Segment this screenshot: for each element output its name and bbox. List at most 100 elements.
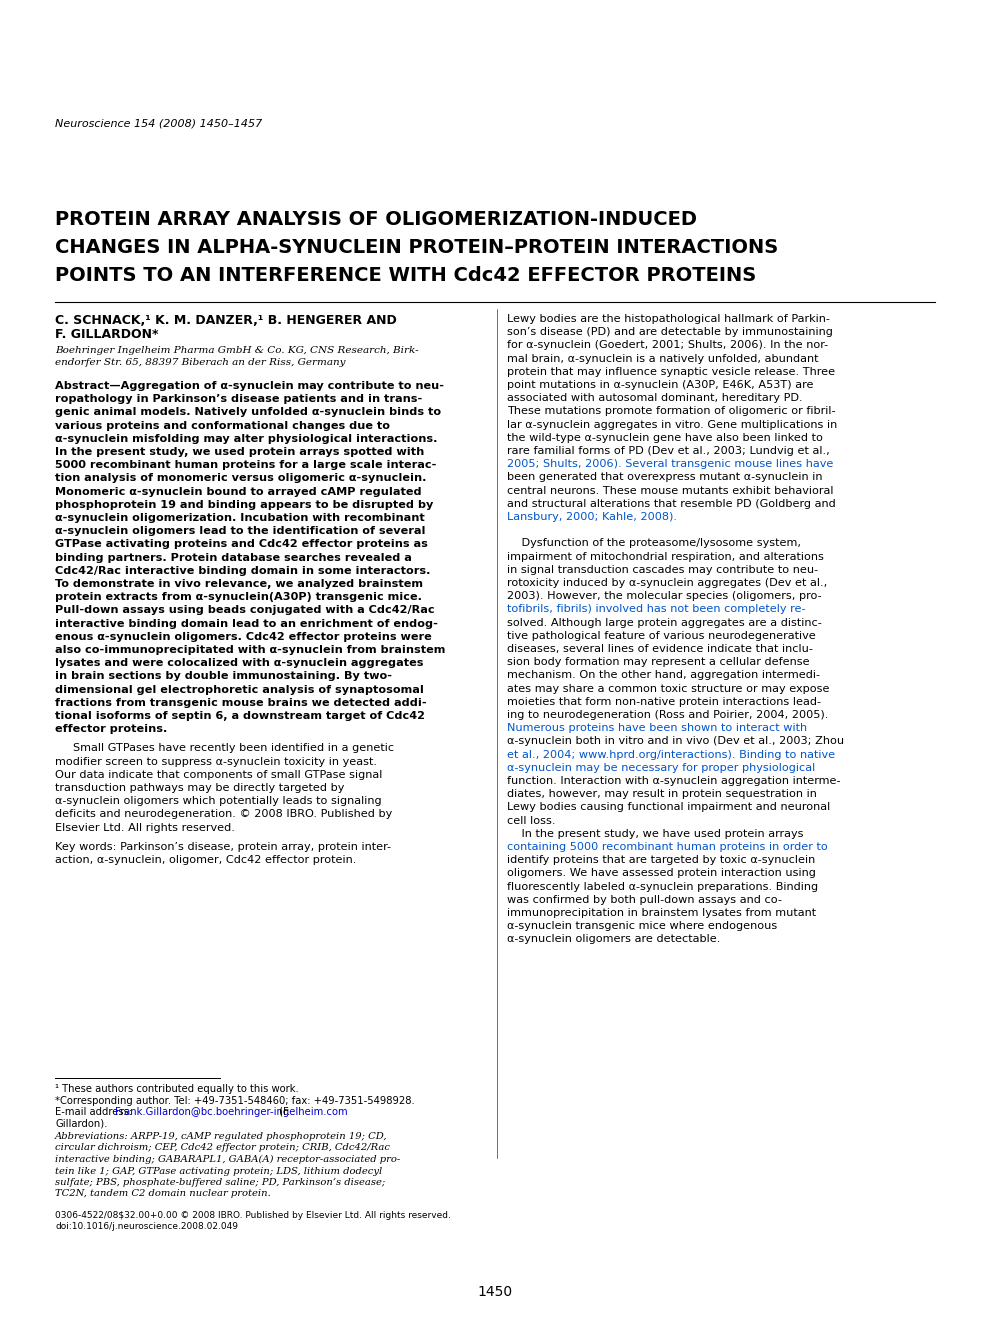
Text: tional isoforms of septin 6, a downstream target of Cdc42: tional isoforms of septin 6, a downstrea… bbox=[55, 711, 425, 721]
Text: also co-immunoprecipitated with α-synuclein from brainstem: also co-immunoprecipitated with α-synucl… bbox=[55, 645, 446, 655]
Text: tein like 1; GAP, GTPase activating protein; LDS, lithium dodecyl: tein like 1; GAP, GTPase activating prot… bbox=[55, 1167, 382, 1176]
Text: tofibrils, fibrils) involved has not been completely re-: tofibrils, fibrils) involved has not bee… bbox=[507, 605, 806, 614]
Text: TC2N, tandem C2 domain nuclear protein.: TC2N, tandem C2 domain nuclear protein. bbox=[55, 1189, 270, 1199]
Text: tive pathological feature of various neurodegenerative: tive pathological feature of various neu… bbox=[507, 631, 816, 640]
Text: 0306-4522/08$32.00+0.00 © 2008 IBRO. Published by Elsevier Ltd. All rights reser: 0306-4522/08$32.00+0.00 © 2008 IBRO. Pub… bbox=[55, 1210, 450, 1220]
Text: fluorescently labeled α-synuclein preparations. Binding: fluorescently labeled α-synuclein prepar… bbox=[507, 882, 818, 891]
Text: lysates and were colocalized with α-synuclein aggregates: lysates and were colocalized with α-synu… bbox=[55, 659, 424, 668]
Text: ing to neurodegeneration (Ross and Poirier, 2004, 2005).: ing to neurodegeneration (Ross and Poiri… bbox=[507, 710, 829, 719]
Text: α-synuclein oligomers lead to the identification of several: α-synuclein oligomers lead to the identi… bbox=[55, 527, 426, 536]
Text: 2005; Shults, 2006). Several transgenic mouse lines have: 2005; Shults, 2006). Several transgenic … bbox=[507, 459, 834, 469]
Text: central neurons. These mouse mutants exhibit behavioral: central neurons. These mouse mutants exh… bbox=[507, 486, 834, 495]
Text: In the present study, we used protein arrays spotted with: In the present study, we used protein ar… bbox=[55, 447, 425, 457]
Text: binding partners. Protein database searches revealed a: binding partners. Protein database searc… bbox=[55, 553, 412, 562]
Text: modifier screen to suppress α-synuclein toxicity in yeast.: modifier screen to suppress α-synuclein … bbox=[55, 756, 377, 767]
Text: rare familial forms of PD (Dev et al., 2003; Lundvig et al.,: rare familial forms of PD (Dev et al., 2… bbox=[507, 446, 830, 455]
Text: phosphoprotein 19 and binding appears to be disrupted by: phosphoprotein 19 and binding appears to… bbox=[55, 500, 434, 510]
Text: CHANGES IN ALPHA-SYNUCLEIN PROTEIN–PROTEIN INTERACTIONS: CHANGES IN ALPHA-SYNUCLEIN PROTEIN–PROTE… bbox=[55, 238, 778, 257]
Text: cell loss.: cell loss. bbox=[507, 816, 555, 825]
Text: α-synuclein oligomers which potentially leads to signaling: α-synuclein oligomers which potentially … bbox=[55, 796, 381, 807]
Text: protein that may influence synaptic vesicle release. Three: protein that may influence synaptic vesi… bbox=[507, 367, 836, 376]
Text: sion body formation may represent a cellular defense: sion body formation may represent a cell… bbox=[507, 657, 810, 667]
Text: α-synuclein both in vitro and in vivo (Dev et al., 2003; Zhou: α-synuclein both in vitro and in vivo (D… bbox=[507, 737, 844, 746]
Text: interactive binding domain lead to an enrichment of endog-: interactive binding domain lead to an en… bbox=[55, 619, 438, 628]
Text: *Corresponding author. Tel: +49-7351-548460; fax: +49-7351-5498928.: *Corresponding author. Tel: +49-7351-548… bbox=[55, 1096, 415, 1106]
Text: effector proteins.: effector proteins. bbox=[55, 725, 167, 734]
Text: Pull-down assays using beads conjugated with a Cdc42/Rac: Pull-down assays using beads conjugated … bbox=[55, 606, 435, 615]
Text: containing 5000 recombinant human proteins in order to: containing 5000 recombinant human protei… bbox=[507, 842, 828, 851]
Text: In the present study, we have used protein arrays: In the present study, we have used prote… bbox=[507, 829, 804, 838]
Text: oligomers. We have assessed protein interaction using: oligomers. We have assessed protein inte… bbox=[507, 869, 816, 878]
Text: in brain sections by double immunostaining. By two-: in brain sections by double immunostaini… bbox=[55, 672, 392, 681]
Text: immunoprecipitation in brainstem lysates from mutant: immunoprecipitation in brainstem lysates… bbox=[507, 908, 816, 917]
Text: moieties that form non-native protein interactions lead-: moieties that form non-native protein in… bbox=[507, 697, 821, 706]
Text: associated with autosomal dominant, hereditary PD.: associated with autosomal dominant, here… bbox=[507, 393, 803, 403]
Text: ¹ These authors contributed equally to this work.: ¹ These authors contributed equally to t… bbox=[55, 1084, 299, 1094]
Text: identify proteins that are targeted by toxic α-synuclein: identify proteins that are targeted by t… bbox=[507, 855, 815, 865]
Text: and structural alterations that resemble PD (Goldberg and: and structural alterations that resemble… bbox=[507, 499, 836, 508]
Text: dimensional gel electrophoretic analysis of synaptosomal: dimensional gel electrophoretic analysis… bbox=[55, 685, 424, 694]
Text: Small GTPases have recently been identified in a genetic: Small GTPases have recently been identif… bbox=[73, 743, 394, 754]
Text: Abstract—Aggregation of α-synuclein may contribute to neu-: Abstract—Aggregation of α-synuclein may … bbox=[55, 381, 444, 391]
Text: the wild-type α-synuclein gene have also been linked to: the wild-type α-synuclein gene have also… bbox=[507, 433, 823, 442]
Text: (F.: (F. bbox=[276, 1107, 290, 1117]
Text: point mutations in α-synuclein (A30P, E46K, A53T) are: point mutations in α-synuclein (A30P, E4… bbox=[507, 380, 814, 389]
Text: deficits and neurodegeneration. © 2008 IBRO. Published by: deficits and neurodegeneration. © 2008 I… bbox=[55, 809, 392, 820]
Text: function. Interaction with α-synuclein aggregation interme-: function. Interaction with α-synuclein a… bbox=[507, 776, 841, 785]
Text: action, α-synuclein, oligomer, Cdc42 effector protein.: action, α-synuclein, oligomer, Cdc42 eff… bbox=[55, 855, 356, 865]
Text: Cdc42/Rac interactive binding domain in some interactors.: Cdc42/Rac interactive binding domain in … bbox=[55, 566, 431, 576]
Text: tion analysis of monomeric versus oligomeric α-synuclein.: tion analysis of monomeric versus oligom… bbox=[55, 474, 427, 483]
Text: Gillardon).: Gillardon). bbox=[55, 1118, 107, 1129]
Text: PROTEIN ARRAY ANALYSIS OF OLIGOMERIZATION-INDUCED: PROTEIN ARRAY ANALYSIS OF OLIGOMERIZATIO… bbox=[55, 210, 697, 228]
Text: GTPase activating proteins and Cdc42 effector proteins as: GTPase activating proteins and Cdc42 eff… bbox=[55, 540, 428, 549]
Text: Lewy bodies are the histopathological hallmark of Parkin-: Lewy bodies are the histopathological ha… bbox=[507, 314, 830, 323]
Text: Elsevier Ltd. All rights reserved.: Elsevier Ltd. All rights reserved. bbox=[55, 822, 235, 833]
Text: ropathology in Parkinson’s disease patients and in trans-: ropathology in Parkinson’s disease patie… bbox=[55, 395, 423, 404]
Text: Boehringer Ingelheim Pharma GmbH & Co. KG, CNS Research, Birk-: Boehringer Ingelheim Pharma GmbH & Co. K… bbox=[55, 346, 419, 355]
Text: Neuroscience 154 (2008) 1450–1457: Neuroscience 154 (2008) 1450–1457 bbox=[55, 117, 262, 128]
Text: doi:10.1016/j.neuroscience.2008.02.049: doi:10.1016/j.neuroscience.2008.02.049 bbox=[55, 1222, 238, 1232]
Text: solved. Although large protein aggregates are a distinc-: solved. Although large protein aggregate… bbox=[507, 618, 822, 627]
Text: impairment of mitochondrial respiration, and alterations: impairment of mitochondrial respiration,… bbox=[507, 552, 824, 561]
Text: Lansbury, 2000; Kahle, 2008).: Lansbury, 2000; Kahle, 2008). bbox=[507, 512, 677, 521]
Text: sulfate; PBS, phosphate-buffered saline; PD, Parkinson’s disease;: sulfate; PBS, phosphate-buffered saline;… bbox=[55, 1177, 385, 1187]
Text: fractions from transgenic mouse brains we detected addi-: fractions from transgenic mouse brains w… bbox=[55, 698, 427, 708]
Text: son’s disease (PD) and are detectable by immunostaining: son’s disease (PD) and are detectable by… bbox=[507, 327, 833, 337]
Text: α-synuclein transgenic mice where endogenous: α-synuclein transgenic mice where endoge… bbox=[507, 921, 777, 931]
Text: α-synuclein misfolding may alter physiological interactions.: α-synuclein misfolding may alter physiol… bbox=[55, 434, 438, 444]
Text: enous α-synuclein oligomers. Cdc42 effector proteins were: enous α-synuclein oligomers. Cdc42 effec… bbox=[55, 632, 432, 642]
Text: in signal transduction cascades may contribute to neu-: in signal transduction cascades may cont… bbox=[507, 565, 818, 574]
Text: Frank.Gillardon@bc.boehringer-ingelheim.com: Frank.Gillardon@bc.boehringer-ingelheim.… bbox=[115, 1107, 347, 1117]
Text: rotoxicity induced by α-synuclein aggregates (Dev et al.,: rotoxicity induced by α-synuclein aggreg… bbox=[507, 578, 828, 587]
Text: Monomeric α-synuclein bound to arrayed cAMP regulated: Monomeric α-synuclein bound to arrayed c… bbox=[55, 487, 422, 496]
Text: Key words: Parkinson’s disease, protein array, protein inter-: Key words: Parkinson’s disease, protein … bbox=[55, 842, 391, 851]
Text: various proteins and conformational changes due to: various proteins and conformational chan… bbox=[55, 421, 390, 430]
Text: diates, however, may result in protein sequestration in: diates, however, may result in protein s… bbox=[507, 789, 817, 799]
Text: Our data indicate that components of small GTPase signal: Our data indicate that components of sma… bbox=[55, 770, 382, 780]
Text: To demonstrate in vivo relevance, we analyzed brainstem: To demonstrate in vivo relevance, we ana… bbox=[55, 579, 423, 589]
Text: F. GILLARDON*: F. GILLARDON* bbox=[55, 327, 158, 341]
Text: Lewy bodies causing functional impairment and neuronal: Lewy bodies causing functional impairmen… bbox=[507, 803, 831, 812]
Text: genic animal models. Natively unfolded α-synuclein binds to: genic animal models. Natively unfolded α… bbox=[55, 408, 442, 417]
Text: interactive binding; GABARAPL1, GABA(A) receptor-associated pro-: interactive binding; GABARAPL1, GABA(A) … bbox=[55, 1155, 400, 1164]
Text: 2003). However, the molecular species (oligomers, pro-: 2003). However, the molecular species (o… bbox=[507, 591, 822, 601]
Text: These mutations promote formation of oligomeric or fibril-: These mutations promote formation of oli… bbox=[507, 407, 836, 416]
Text: C. SCHNACK,¹ K. M. DANZER,¹ B. HENGERER AND: C. SCHNACK,¹ K. M. DANZER,¹ B. HENGERER … bbox=[55, 314, 397, 327]
Text: been generated that overexpress mutant α-synuclein in: been generated that overexpress mutant α… bbox=[507, 473, 823, 482]
Text: endorfer Str. 65, 88397 Biberach an der Riss, Germany: endorfer Str. 65, 88397 Biberach an der … bbox=[55, 358, 346, 367]
Text: 1450: 1450 bbox=[477, 1284, 513, 1299]
Text: mechanism. On the other hand, aggregation intermedi-: mechanism. On the other hand, aggregatio… bbox=[507, 671, 820, 680]
Text: Dysfunction of the proteasome/lysosome system,: Dysfunction of the proteasome/lysosome s… bbox=[507, 539, 801, 548]
Text: et al., 2004; www.hprd.org/interactions). Binding to native: et al., 2004; www.hprd.org/interactions)… bbox=[507, 750, 836, 759]
Text: α-synuclein oligomerization. Incubation with recombinant: α-synuclein oligomerization. Incubation … bbox=[55, 513, 425, 523]
Text: protein extracts from α-synuclein(A30P) transgenic mice.: protein extracts from α-synuclein(A30P) … bbox=[55, 593, 422, 602]
Text: mal brain, α-synuclein is a natively unfolded, abundant: mal brain, α-synuclein is a natively unf… bbox=[507, 354, 819, 363]
Text: E-mail address:: E-mail address: bbox=[55, 1107, 136, 1117]
Text: α-synuclein oligomers are detectable.: α-synuclein oligomers are detectable. bbox=[507, 935, 721, 944]
Text: Abbreviations: ARPP-19, cAMP regulated phosphoprotein 19; CD,: Abbreviations: ARPP-19, cAMP regulated p… bbox=[55, 1133, 387, 1140]
Text: was confirmed by both pull-down assays and co-: was confirmed by both pull-down assays a… bbox=[507, 895, 782, 904]
Text: diseases, several lines of evidence indicate that inclu-: diseases, several lines of evidence indi… bbox=[507, 644, 813, 653]
Text: circular dichroism; CEP, Cdc42 effector protein; CRIB, Cdc42/Rac: circular dichroism; CEP, Cdc42 effector … bbox=[55, 1143, 390, 1152]
Text: ates may share a common toxic structure or may expose: ates may share a common toxic structure … bbox=[507, 684, 830, 693]
Text: transduction pathways may be directly targeted by: transduction pathways may be directly ta… bbox=[55, 783, 345, 793]
